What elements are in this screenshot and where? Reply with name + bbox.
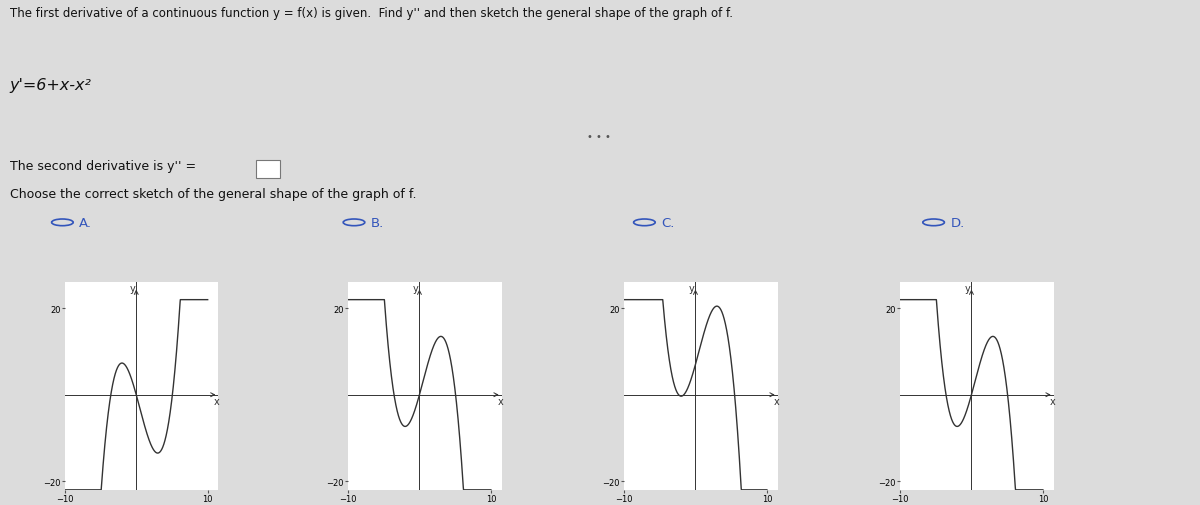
Text: Choose the correct sketch of the general shape of the graph of f.: Choose the correct sketch of the general… bbox=[10, 188, 416, 200]
Text: x: x bbox=[773, 396, 779, 407]
Text: y: y bbox=[965, 284, 971, 293]
Text: y: y bbox=[413, 284, 419, 293]
Text: x: x bbox=[1049, 396, 1055, 407]
Text: y: y bbox=[130, 284, 136, 293]
Text: x: x bbox=[497, 396, 503, 407]
Text: • • •: • • • bbox=[588, 131, 611, 141]
Text: C.: C. bbox=[661, 217, 674, 229]
Text: B.: B. bbox=[371, 217, 384, 229]
Text: The second derivative is y'' =: The second derivative is y'' = bbox=[10, 160, 196, 173]
Text: D.: D. bbox=[950, 217, 965, 229]
Text: y: y bbox=[689, 284, 695, 293]
FancyBboxPatch shape bbox=[256, 161, 280, 178]
Text: The first derivative of a continuous function y = f(x) is given.  Find y'' and t: The first derivative of a continuous fun… bbox=[10, 7, 732, 20]
Text: A.: A. bbox=[79, 217, 92, 229]
Text: x: x bbox=[214, 396, 220, 407]
Text: y'=6+x-x²: y'=6+x-x² bbox=[10, 78, 91, 92]
